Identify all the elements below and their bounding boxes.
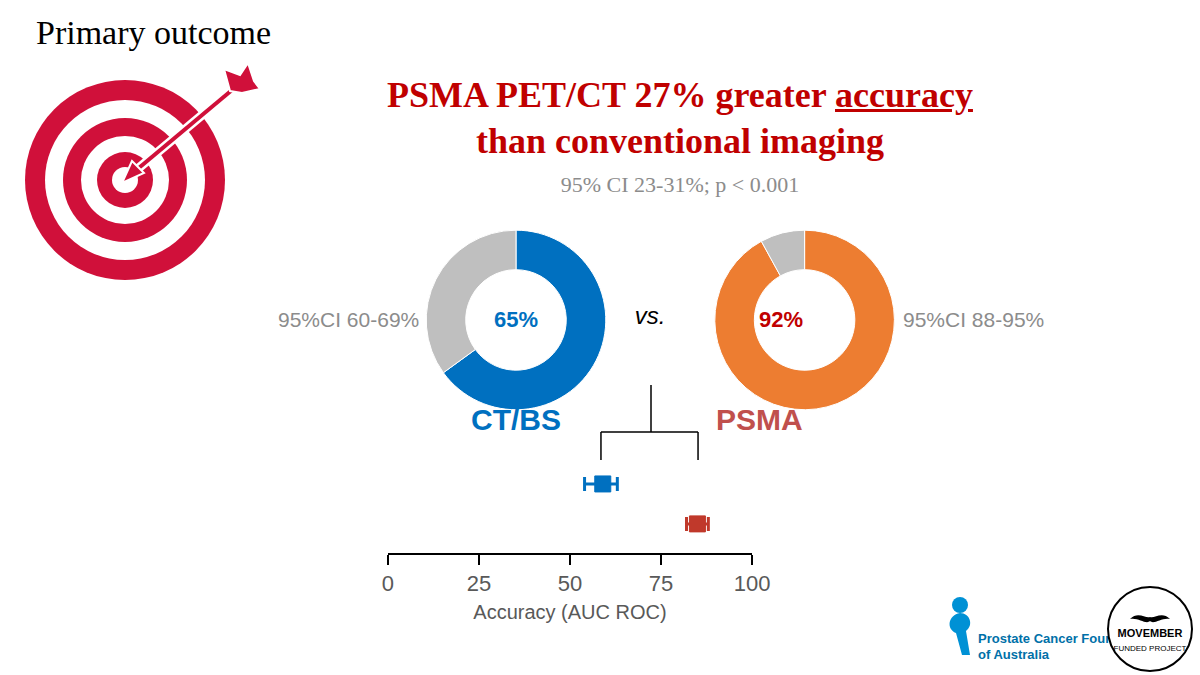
svg-text:100: 100 [734, 571, 771, 596]
svg-text:95%CI 60-69%: 95%CI 60-69% [278, 308, 419, 331]
html-text:95% CI 23-31%; p < 0.001: 95% CI 23-31%; p < 0.001 [560, 172, 800, 197]
svg-text:92%: 92% [759, 307, 803, 332]
svg-text:Accuracy (AUC ROC): Accuracy (AUC ROC) [473, 601, 666, 623]
html-text:Primary outcome: Primary outcome [36, 14, 272, 51]
svg-text:75: 75 [649, 571, 673, 596]
html-text:vs.: vs. [634, 302, 666, 329]
html-text:than conventional imaging: than conventional imaging [476, 121, 884, 161]
svg-text:25: 25 [467, 571, 491, 596]
svg-text:50: 50 [558, 571, 582, 596]
svg-text:PSMA: PSMA [716, 403, 803, 436]
svg-text:0: 0 [382, 571, 394, 596]
svg-text:Prostate Cancer Foundation: Prostate Cancer Foundation [978, 631, 1153, 646]
svg-text:65%: 65% [494, 307, 538, 332]
svg-text:CT/BS: CT/BS [471, 403, 561, 436]
svg-text:of Australia: of Australia [978, 647, 1050, 662]
svg-text:FUNDED PROJECT: FUNDED PROJECT [1114, 644, 1187, 653]
svg-text:MOVEMBER: MOVEMBER [1118, 627, 1183, 639]
svg-text:95%CI 88-95%: 95%CI 88-95% [903, 308, 1044, 331]
html-text:PSMA PET/CT 27% greater accura: PSMA PET/CT 27% greater accuracy [387, 75, 973, 115]
